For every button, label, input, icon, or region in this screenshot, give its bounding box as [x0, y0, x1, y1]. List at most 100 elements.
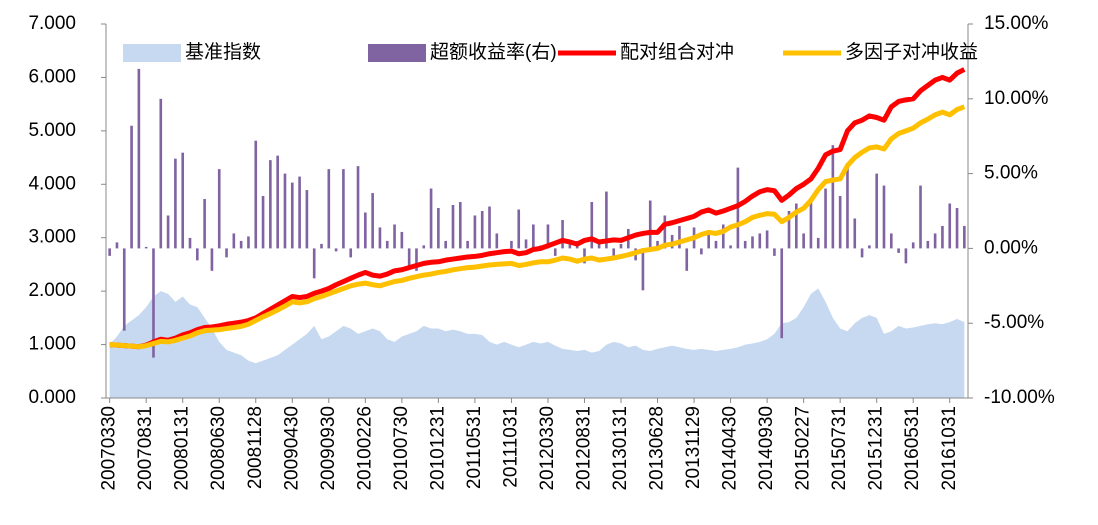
bar — [700, 248, 703, 255]
bar — [393, 224, 396, 249]
y2-tick-label: 10.00% — [984, 88, 1049, 109]
bar — [407, 248, 411, 267]
x-tick-label: 20131129 — [683, 406, 704, 489]
bar — [568, 243, 572, 249]
line — [109, 67, 966, 350]
x-tick-label: 20090930 — [318, 406, 339, 491]
x-tick-label: 20101231 — [427, 406, 448, 491]
x-tick-label: 20120330 — [537, 406, 558, 491]
bar — [400, 231, 404, 249]
legend-item: 配对组合对冲 — [558, 41, 734, 63]
legend-swatch — [123, 44, 181, 62]
bar — [875, 173, 879, 249]
bar — [802, 233, 805, 249]
x-tick-label: 20090430 — [281, 406, 302, 491]
legend-label: 基准指数 — [185, 41, 261, 63]
bar — [247, 236, 250, 249]
y-tick-label: 0.000 — [28, 387, 76, 408]
line — [109, 104, 966, 350]
y-tick-label: 4.000 — [28, 173, 76, 194]
bar — [144, 246, 148, 249]
y-tick-label: 3.000 — [28, 227, 76, 248]
bar — [868, 245, 871, 249]
bar — [349, 248, 353, 258]
bar — [283, 173, 287, 249]
bar — [451, 205, 455, 249]
legend-label: 超额收益率(右) — [430, 41, 557, 63]
x-tick-label: 20140930 — [756, 406, 777, 491]
bar — [137, 68, 141, 249]
bar — [780, 248, 784, 339]
bar — [663, 215, 667, 249]
bar — [787, 211, 791, 249]
bar — [422, 245, 426, 249]
bar — [714, 240, 718, 249]
legend-item: 超额收益率(右) — [368, 41, 557, 63]
bar — [838, 196, 842, 249]
bar — [941, 225, 944, 249]
bar — [707, 230, 710, 249]
bar — [254, 140, 258, 249]
bar — [174, 158, 177, 249]
bar — [648, 200, 652, 249]
bar — [166, 215, 170, 249]
bar — [948, 203, 952, 249]
legend-item: 基准指数 — [123, 41, 261, 63]
x-tick-label: 20070330 — [99, 406, 120, 491]
bar — [882, 185, 886, 249]
x-tick-label: 20080630 — [208, 406, 229, 491]
bar — [824, 188, 827, 249]
bar — [225, 248, 228, 258]
bar — [488, 206, 491, 249]
bar — [444, 240, 448, 249]
bar — [298, 176, 301, 249]
bar — [612, 248, 616, 256]
bar — [429, 188, 433, 249]
bar — [385, 240, 389, 249]
bar — [897, 248, 900, 253]
bar — [276, 155, 279, 249]
bar — [656, 240, 659, 249]
bar — [816, 237, 820, 249]
bar — [181, 152, 185, 249]
bar — [605, 191, 608, 249]
y-tick-label: 6.000 — [28, 66, 76, 87]
bar — [480, 211, 484, 249]
bar — [765, 230, 769, 249]
legend-swatch — [368, 44, 426, 62]
x-tick-label: 20140430 — [720, 406, 741, 491]
bar — [517, 209, 521, 249]
bar — [232, 233, 236, 249]
x-tick-label: 20151231 — [866, 406, 887, 491]
x-tick-label: 20150227 — [793, 406, 814, 491]
bar — [305, 190, 309, 249]
bar — [195, 248, 199, 261]
bar — [466, 240, 469, 249]
bar — [795, 203, 798, 249]
bar — [217, 169, 221, 249]
bar — [437, 208, 440, 249]
y2-tick-label: -10.00% — [984, 387, 1055, 408]
bar — [678, 225, 681, 249]
bar — [729, 245, 732, 249]
bar — [532, 224, 535, 249]
bar — [860, 248, 864, 258]
x-tick-label: 20161031 — [939, 406, 960, 491]
bar — [210, 248, 214, 271]
bar — [561, 219, 564, 249]
bar — [473, 215, 477, 249]
bar — [546, 224, 550, 249]
bar — [510, 240, 513, 249]
x-tick-label: 20081128 — [245, 406, 266, 489]
bar — [524, 239, 528, 249]
bar — [590, 202, 594, 249]
bar — [919, 185, 922, 249]
x-tick-label: 20100730 — [391, 406, 412, 491]
bar — [364, 212, 367, 249]
bar — [130, 125, 133, 249]
y-tick-label: 1.000 — [28, 334, 76, 355]
bar — [743, 240, 747, 249]
bar — [239, 240, 243, 249]
bar — [619, 243, 623, 249]
